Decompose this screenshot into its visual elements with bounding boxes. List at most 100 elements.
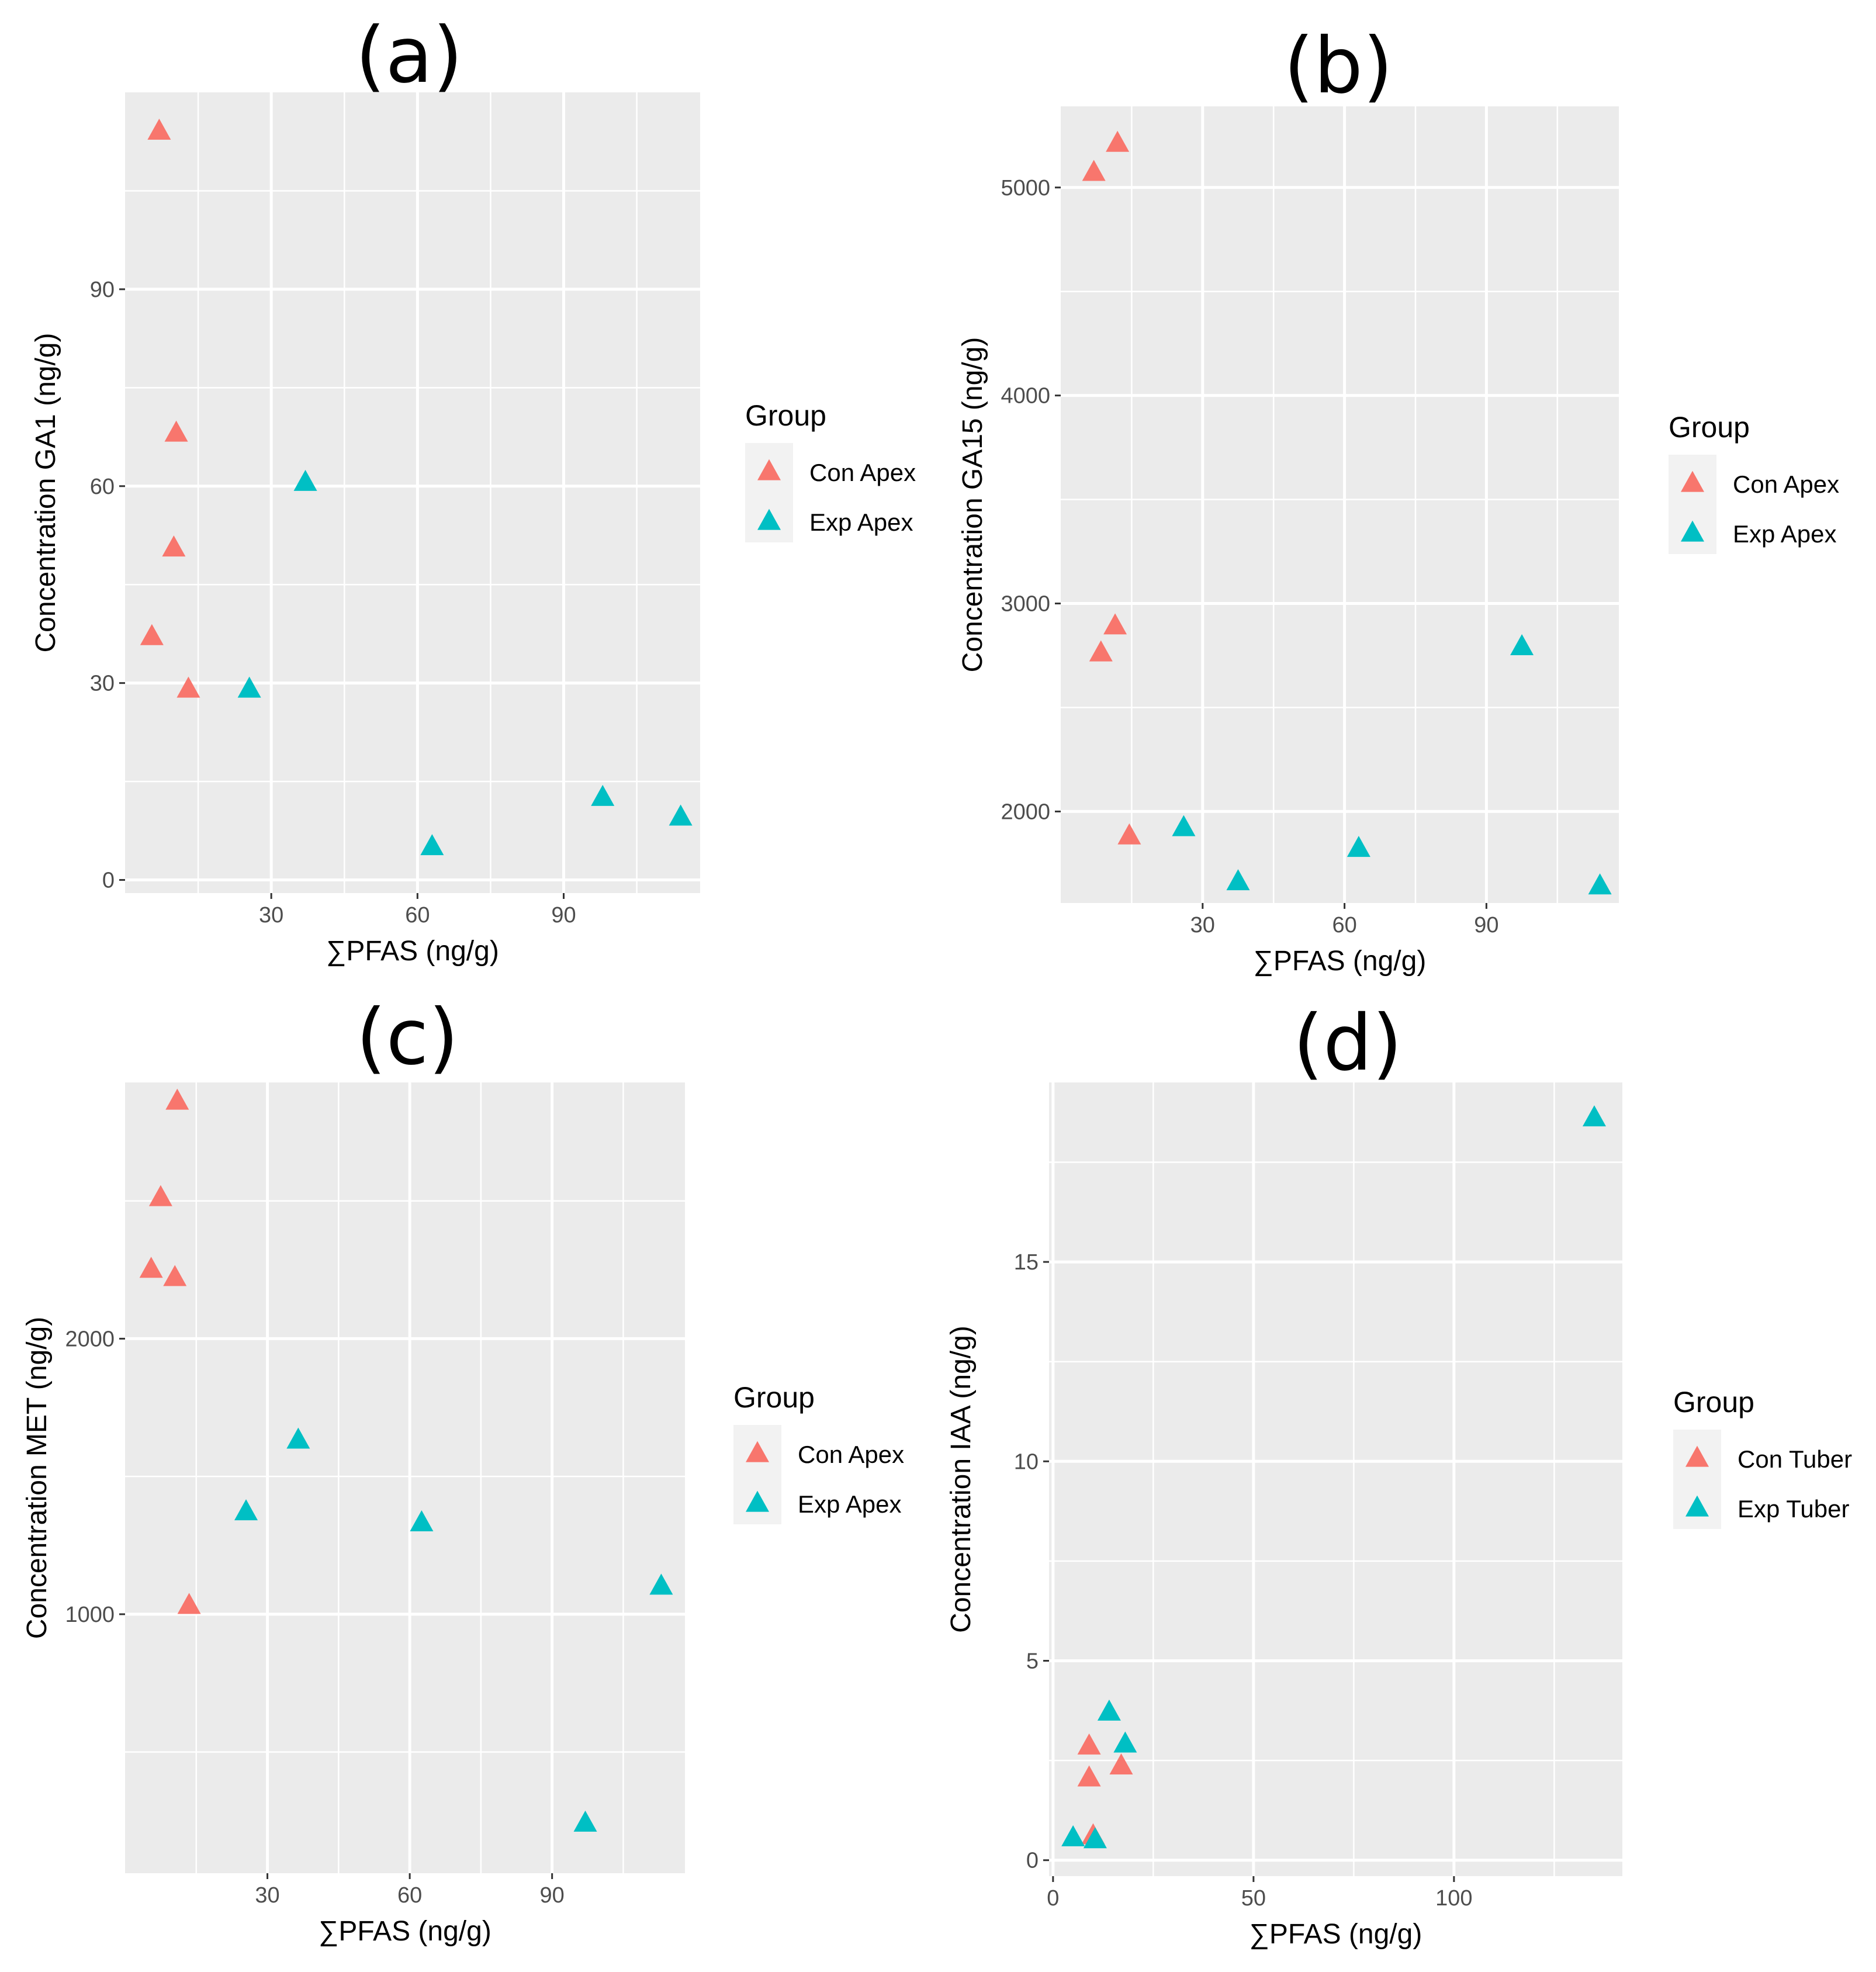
panel-label: (c)	[356, 992, 459, 1082]
chart-panel-a: (a) 30 60 90 0 30 60 90 ∑PFAS (ng/g) Concentratio…	[30, 11, 916, 967]
y-tick-label: 30	[90, 672, 115, 696]
y-axis-title: Concentration MET (ng/g)	[22, 1317, 53, 1639]
data-point-exp-tuber	[1061, 1825, 1085, 1846]
legend-label: Con Apex	[809, 459, 916, 486]
legend-key	[746, 1490, 769, 1512]
data-point-con-apex	[165, 1088, 189, 1110]
y-tick-label: 1000	[65, 1603, 115, 1627]
data-point-con-apex	[1106, 130, 1130, 152]
data-point-exp-apex	[573, 1810, 597, 1832]
data-point-con-apex	[147, 119, 171, 140]
data-point-exp-apex	[669, 804, 693, 826]
legend-key	[1685, 1445, 1709, 1467]
y-tick-label: 0	[102, 869, 115, 893]
data-point-exp-apex	[234, 1499, 258, 1521]
y-tick-label: 5000	[1001, 176, 1050, 200]
legend-key	[1685, 1495, 1709, 1517]
legend-label: Con Tuber	[1737, 1445, 1852, 1473]
legend: Group Con Apex Exp Apex	[1669, 411, 1839, 554]
data-point-con-apex	[164, 420, 188, 442]
y-tick-label: 4000	[1001, 384, 1050, 409]
data-point-exp-apex	[420, 834, 444, 856]
data-point-exp-tuber	[1097, 1699, 1121, 1721]
data-point-con-tuber	[1077, 1733, 1101, 1755]
chart-panel-b: (b) 30 60 90 2000 3000 4000 5000 ∑PFAS (ng/g) Con…	[957, 21, 1839, 977]
y-tick-label: 90	[90, 278, 115, 302]
y-tick-label: 2000	[65, 1327, 115, 1351]
legend-label: Exp Tuber	[1737, 1495, 1849, 1523]
y-tick-label: 2000	[1001, 800, 1050, 824]
data-point-con-apex	[139, 1257, 163, 1278]
y-tick-label: 15	[1014, 1250, 1039, 1275]
data-point-con-apex	[163, 1265, 187, 1286]
data-point-exp-apex	[1588, 873, 1612, 895]
legend-label: Exp Apex	[1733, 520, 1836, 548]
chart-panel-d: (d) 0 50 100 0 5 10 15 ∑PFAS (ng/g) Concentration…	[946, 998, 1852, 1950]
x-tick-label: 30	[255, 1883, 279, 1908]
data-point-exp-apex	[1226, 869, 1250, 891]
legend-label: Con Apex	[1733, 470, 1839, 498]
data-point-con-apex	[140, 624, 164, 645]
data-point-con-tuber	[1077, 1765, 1101, 1787]
x-tick-label: 90	[551, 903, 576, 928]
x-axis-title: ∑PFAS (ng/g)	[1249, 1919, 1422, 1950]
y-tick-label: 60	[90, 475, 115, 499]
x-tick-label: 60	[397, 1883, 422, 1908]
data-point-con-apex	[1089, 640, 1113, 662]
panel-label: (d)	[1293, 998, 1403, 1088]
data-point-exp-apex	[591, 784, 615, 806]
data-point-exp-apex	[237, 676, 261, 698]
x-tick-label: 0	[1047, 1886, 1059, 1911]
plot-background	[1061, 106, 1619, 903]
legend-title: Group	[1669, 411, 1750, 444]
x-axis-title: ∑PFAS (ng/g)	[1254, 946, 1427, 977]
x-tick-label: 30	[259, 903, 283, 928]
data-point-con-apex	[1103, 613, 1127, 635]
x-tick-label: 60	[405, 903, 430, 928]
data-point-exp-apex	[1347, 836, 1370, 857]
x-tick-label: 100	[1435, 1886, 1472, 1911]
data-point-exp-apex	[1172, 815, 1196, 836]
data-point-exp-apex	[410, 1510, 434, 1531]
legend-title: Group	[733, 1381, 815, 1414]
x-tick-label: 90	[540, 1883, 565, 1908]
y-axis-title: Concentration IAA (ng/g)	[946, 1326, 977, 1633]
x-tick-label: 90	[1474, 913, 1498, 937]
y-axis-title: Concentration GA15 (ng/g)	[957, 337, 988, 673]
data-point-exp-tuber	[1582, 1105, 1606, 1127]
data-point-exp-apex	[649, 1573, 673, 1595]
legend-key	[1681, 470, 1704, 492]
y-tick-label: 5	[1026, 1649, 1039, 1673]
data-point-con-apex	[177, 1593, 201, 1614]
y-tick-label: 0	[1026, 1849, 1039, 1873]
panel-label: (b)	[1284, 21, 1393, 111]
data-point-exp-tuber	[1113, 1731, 1137, 1753]
y-axis-title: Concentration GA1 (ng/g)	[30, 333, 61, 653]
legend-title: Group	[1673, 1386, 1754, 1419]
plot-background	[1049, 1082, 1622, 1876]
legend: Group Con Apex Exp Apex	[733, 1381, 904, 1524]
y-tick-label: 10	[1014, 1449, 1039, 1474]
legend-label: Exp Apex	[809, 508, 913, 536]
panel-label: (a)	[355, 11, 463, 101]
data-point-exp-tuber	[1083, 1827, 1107, 1849]
legend-label: Con Apex	[798, 1441, 904, 1468]
data-point-exp-apex	[286, 1427, 310, 1449]
legend-key	[757, 508, 781, 530]
data-point-con-apex	[1117, 823, 1141, 845]
x-axis-title: ∑PFAS (ng/g)	[319, 1916, 492, 1947]
plot-background	[125, 1082, 685, 1873]
chart-panel-c: (c) 30 60 90 1000 2000 ∑PFAS (ng/g) Concentrati…	[22, 992, 904, 1947]
legend-label: Exp Apex	[798, 1490, 901, 1518]
legend-key	[746, 1441, 769, 1462]
legend-title: Group	[745, 399, 826, 432]
data-point-con-apex	[162, 535, 186, 557]
data-point-exp-apex	[293, 469, 317, 491]
legend: Group Con Tuber Exp Tuber	[1673, 1386, 1852, 1529]
data-point-con-tuber	[1109, 1753, 1133, 1775]
legend: Group Con Apex Exp Apex	[745, 399, 916, 542]
legend-key	[1681, 520, 1704, 542]
data-point-con-apex	[1082, 160, 1106, 181]
x-tick-label: 50	[1241, 1886, 1266, 1911]
